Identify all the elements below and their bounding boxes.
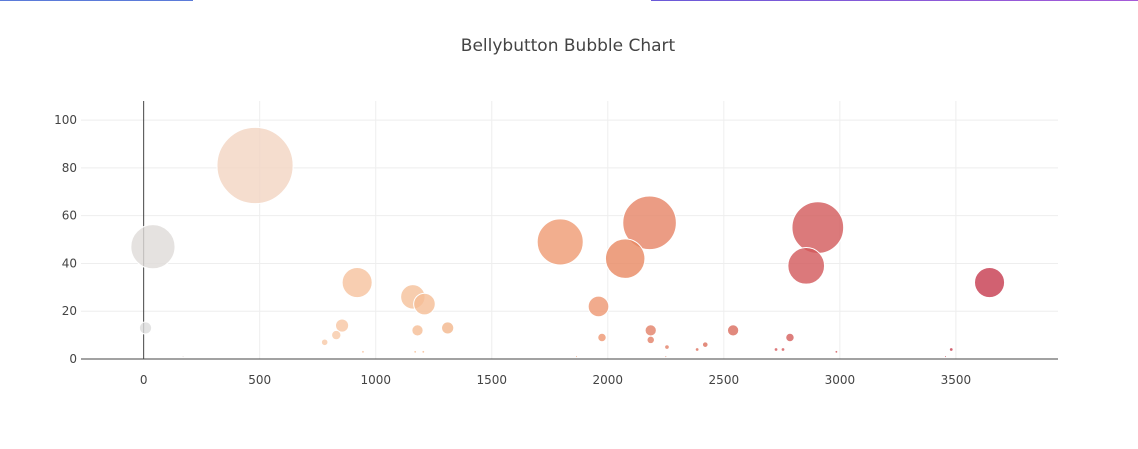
- bubble-point[interactable]: [334, 318, 350, 333]
- bubble-point[interactable]: [780, 347, 786, 352]
- bubble-point[interactable]: [974, 267, 1006, 299]
- bubble-point[interactable]: [411, 324, 424, 337]
- x-tick-label: 3500: [941, 373, 972, 387]
- bubble-point[interactable]: [644, 324, 657, 337]
- bubble-point[interactable]: [943, 355, 947, 359]
- bubble-point[interactable]: [361, 349, 365, 354]
- x-tick-label: 500: [248, 373, 271, 387]
- bubble-point[interactable]: [773, 347, 779, 352]
- bubble-point[interactable]: [536, 218, 584, 266]
- bubble-point[interactable]: [421, 349, 426, 354]
- bubble-point[interactable]: [587, 295, 610, 318]
- x-tick-label: 2000: [593, 373, 624, 387]
- bubble-point[interactable]: [341, 267, 373, 299]
- bubble-point[interactable]: [622, 195, 677, 251]
- y-tick-label: 0: [69, 352, 77, 366]
- bubble-point[interactable]: [834, 349, 839, 354]
- y-tick-label: 20: [62, 304, 77, 318]
- chart-title: Bellybutton Bubble Chart: [461, 36, 676, 56]
- bubble-point[interactable]: [694, 347, 700, 352]
- x-tick-label: 0: [140, 373, 148, 387]
- bubble-point[interactable]: [320, 338, 329, 347]
- bubble-point[interactable]: [785, 332, 795, 343]
- bubble-point[interactable]: [441, 321, 455, 335]
- bubble-point[interactable]: [664, 355, 668, 359]
- y-tick-label: 100: [54, 113, 77, 127]
- x-tick-label: 1500: [476, 373, 507, 387]
- bubble-point[interactable]: [726, 324, 740, 337]
- x-tick-label: 1000: [360, 373, 391, 387]
- bubble-point[interactable]: [664, 344, 670, 350]
- x-tick-label: 2500: [709, 373, 740, 387]
- grid-layer: [81, 101, 1058, 359]
- bubble-point[interactable]: [597, 332, 607, 343]
- bubble-layer[interactable]: [130, 126, 1006, 359]
- bubble-point[interactable]: [787, 247, 826, 285]
- top-accent-line-right: [651, 0, 1138, 1]
- bubble-point[interactable]: [413, 292, 436, 316]
- bubble-point[interactable]: [604, 238, 646, 279]
- x-tick-label: 3000: [825, 373, 856, 387]
- bubble-point[interactable]: [216, 126, 294, 205]
- bubble-point[interactable]: [574, 355, 578, 359]
- bubble-point[interactable]: [948, 347, 954, 352]
- tick-layer: 0 500 1000 1500 2000 2500 3000 3500 0 20 40 60 80 100: [54, 113, 971, 387]
- y-tick-label: 40: [62, 256, 77, 270]
- bubble-point[interactable]: [331, 329, 342, 341]
- y-tick-label: 60: [62, 209, 77, 223]
- top-accent-line-left: [0, 0, 193, 1]
- bubble-point[interactable]: [791, 201, 845, 254]
- bubble-point[interactable]: [138, 321, 153, 335]
- bubble-point[interactable]: [413, 349, 418, 354]
- bubble-point[interactable]: [181, 355, 185, 359]
- bubble-point[interactable]: [701, 341, 709, 348]
- bubble-point[interactable]: [130, 224, 176, 270]
- bubble-point[interactable]: [646, 335, 655, 345]
- y-tick-label: 80: [62, 161, 77, 175]
